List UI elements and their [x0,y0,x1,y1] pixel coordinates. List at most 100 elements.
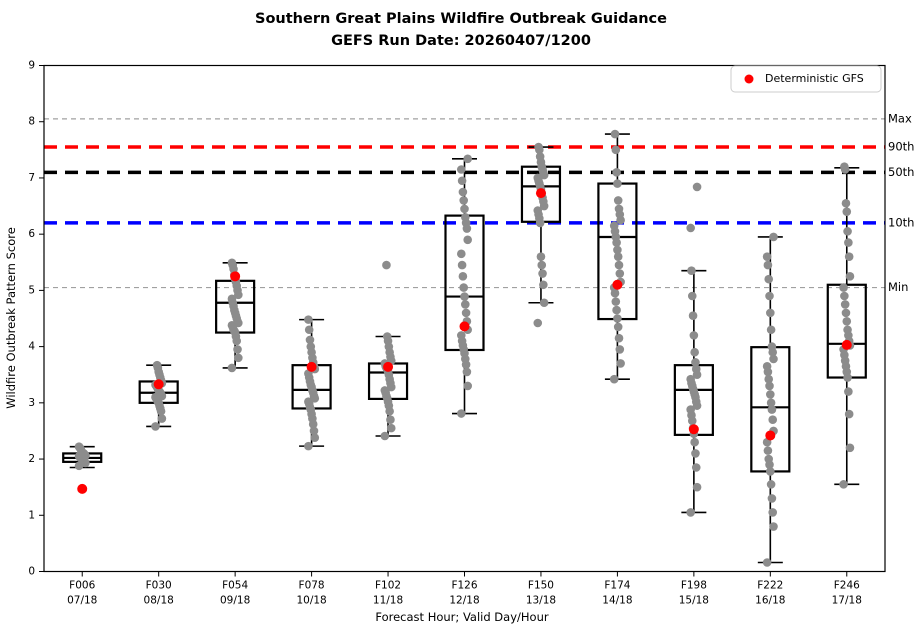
x-tick-label-valid: 14/18 [602,595,632,607]
ensemble-member-dot [692,482,702,492]
ensemble-member-dot [304,441,313,451]
deterministic-gfs-dot-F030 [153,379,164,390]
ref-line-label-min: Min [888,280,908,294]
x-tick-label-valid: 16/18 [755,595,785,607]
x-tick-label-valid: 17/18 [832,595,862,607]
ensemble-member-dot [459,283,469,292]
ensemble-member-dot [613,314,622,323]
ensemble-member-dot [766,390,775,399]
ensemble-member-dot [613,322,623,332]
ensemble-member-dot [457,409,466,418]
deterministic-gfs-dot-F246 [841,339,852,350]
ensemble-member-dot [157,414,167,423]
ensemble-member-dot [461,213,470,222]
ensemble-member-dot [769,522,778,531]
ensemble-member-dot [610,129,620,139]
ensemble-member-dot [463,235,473,245]
ensemble-member-dot [306,342,316,351]
y-tick-label: 2 [28,453,35,465]
ensemble-member-dot [686,374,695,384]
x-tick-label-hour: F102 [375,580,401,592]
ensemble-member-dot [616,359,625,368]
y-tick-label: 4 [28,341,35,353]
ensemble-member-dot [766,325,776,335]
ensemble-member-dot [689,331,699,340]
ensemble-member-dot [460,292,469,301]
ensemble-member-dot [227,363,237,373]
ensemble-member-dot [533,206,543,215]
ensemble-member-dot [843,227,852,236]
ensemble-member-dot [462,367,472,377]
y-axis-label: Wildfire Outbreak Pattern Score [4,227,18,409]
ensemble-member-dot [380,386,390,395]
ensemble-member-dot [769,354,778,364]
ensemble-member-dot [310,433,320,442]
ensemble-member-dot [766,467,775,476]
y-tick-label: 7 [28,172,35,184]
x-tick-label-valid: 15/18 [679,595,709,607]
ensemble-member-dot [844,387,853,396]
deterministic-gfs-dot-F126 [459,321,470,332]
ensemble-member-dot [841,198,851,208]
ensemble-member-dot [609,221,619,231]
ensemble-member-dot [839,480,848,489]
ref-line-label-90th: 90th [888,140,914,154]
ensemble-member-dot [842,207,852,216]
x-axis-label: Forecast Hour; Valid Day/Hour [375,610,548,624]
ref-line-label-10th: 10th [888,215,914,229]
x-tick-label-hour: F150 [528,580,554,592]
plot-border [43,64,886,573]
ensemble-member-dot [690,347,699,357]
x-tick-label-hour: F222 [757,580,783,592]
ensemble-member-dot [840,300,850,309]
ensemble-member-dot [839,283,848,292]
ensemble-member-dot [458,272,468,281]
ensemble-member-dot [765,381,774,391]
y-tick-label: 8 [28,116,35,128]
y-tick-label: 5 [28,284,35,296]
ensemble-member-dot [304,315,313,324]
y-tick-label: 6 [28,228,35,240]
ensemble-member-dot [234,353,243,363]
ensemble-member-dot [763,446,773,455]
ensemble-member-dot [538,269,547,278]
ensemble-member-dot [536,252,546,261]
ensemble-member-dot [688,311,698,320]
ensemble-member-dot [460,204,469,214]
ensemble-member-dot [762,558,772,567]
ensemble-member-dot [457,331,466,340]
ensemble-member-dot [764,374,774,384]
ensemble-member-dot [151,422,160,431]
ensemble-member-dot [615,269,625,278]
ensemble-member-dot [609,374,619,384]
plot-area: Max 90th 50th 10th Min 0 1 2 3 4 5 6 7 8 9 F006 07/18 F03… [28,60,914,607]
deterministic-gfs-dot-F102 [383,361,394,372]
ensemble-member-dot [692,182,702,192]
ensemble-member-dot [463,381,473,391]
ensemble-member-dot [845,272,855,281]
ensemble-member-dot [537,260,547,270]
ensemble-member-dot [305,335,315,345]
x-tick-label-hour: F030 [146,580,172,592]
ensemble-member-dot [382,332,392,341]
ensemble-member-dot [840,162,849,171]
x-tick-label-valid: 07/18 [67,595,97,607]
y-tick-label: 0 [28,566,35,578]
ensemble-member-dot [691,463,701,472]
y-tick-label: 3 [28,397,35,409]
ensemble-member-dot [766,480,776,489]
ensemble-member-dot [767,342,777,351]
ensemble-member-dot [613,179,622,188]
x-tick-label-valid: 08/18 [144,595,174,607]
deterministic-gfs-dot-F054 [230,271,241,282]
ensemble-member-dot [768,415,778,425]
deterministic-gfs-dot-F174 [612,279,623,290]
x-tick-label-valid: 11/18 [373,595,403,607]
ensemble-member-dot [613,252,623,261]
x-tick-label-valid: 10/18 [296,595,326,607]
ensemble-member-dot [461,300,470,309]
ensemble-member-dot [686,223,695,233]
ensemble-member-dot [764,274,774,284]
